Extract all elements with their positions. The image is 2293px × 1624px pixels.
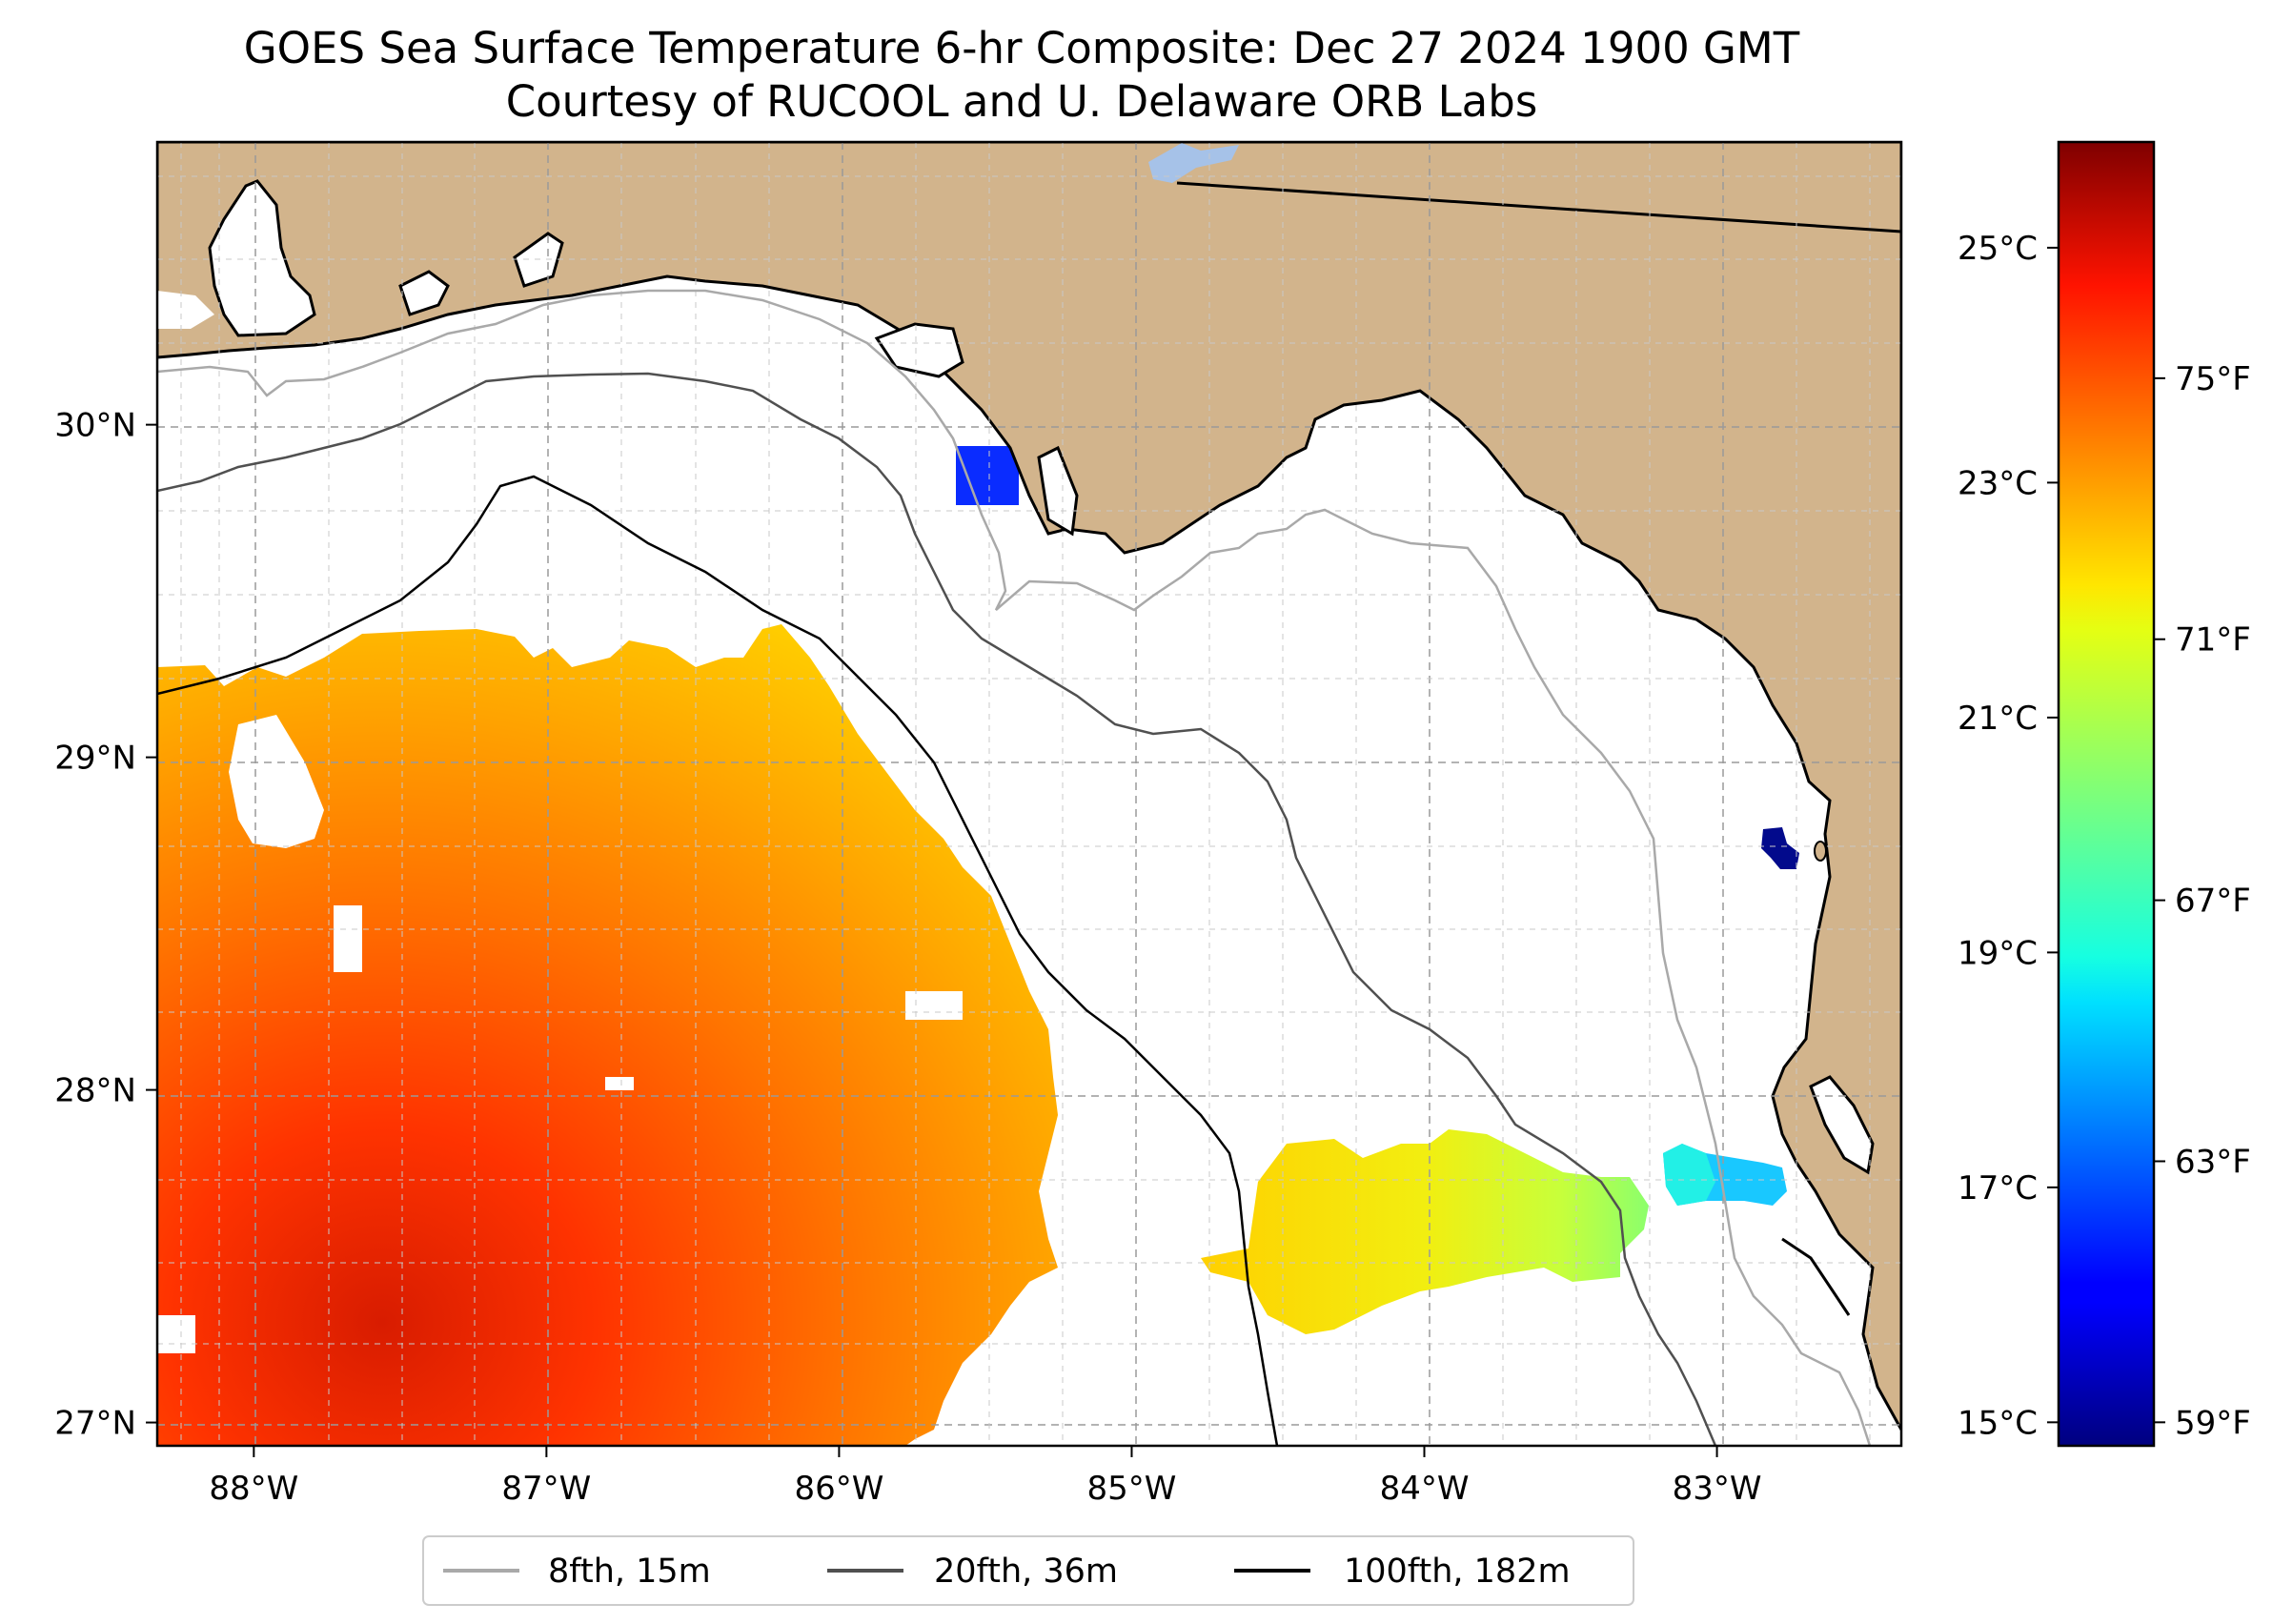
sst-gap-3 bbox=[157, 1315, 195, 1353]
lat-tick-label: 28°N bbox=[54, 1072, 136, 1110]
fahrenheit-tick-label: 59°F bbox=[2175, 1404, 2251, 1442]
state-border bbox=[1176, 181, 1901, 233]
map-subtitle: Courtesy of RUCOOL and U. Delaware ORB L… bbox=[506, 76, 1538, 127]
isobath-100fth bbox=[157, 475, 1279, 1446]
map-area bbox=[157, 142, 1901, 1446]
celsius-tick-label: 17°C bbox=[1958, 1169, 2038, 1208]
legend-label-8fth: 8fth, 15m bbox=[548, 1553, 711, 1591]
legend-label-20fth: 20fth, 36m bbox=[934, 1553, 1118, 1591]
celsius-tick-label: 25°C bbox=[1958, 230, 2038, 268]
fahrenheit-tick-label: 63°F bbox=[2175, 1143, 2251, 1181]
fahrenheit-tick-label: 71°F bbox=[2175, 621, 2251, 660]
celsius-tick-label: 15°C bbox=[1958, 1404, 2038, 1442]
sst-gap-1 bbox=[334, 905, 362, 972]
map-title: GOES Sea Surface Temperature 6-hr Compos… bbox=[244, 23, 1800, 73]
lon-tick-label: 88°W bbox=[209, 1470, 298, 1508]
lat-tick-label: 29°N bbox=[54, 740, 136, 778]
minor-gridlines bbox=[157, 142, 1901, 1446]
gridlines bbox=[157, 142, 1901, 1446]
apalachicola-bay bbox=[1037, 445, 1079, 537]
sst-gap-4 bbox=[605, 1077, 634, 1090]
tampa-bay bbox=[1809, 1075, 1875, 1175]
lon-tick-label: 86°W bbox=[794, 1470, 883, 1508]
sst-darkblue-patch bbox=[1761, 827, 1799, 869]
isobath-legend: 8fth, 15m 20fth, 36m 100fth, 182m bbox=[422, 1535, 1634, 1606]
celsius-tick-label: 19°C bbox=[1958, 934, 2038, 972]
sst-gap-north bbox=[229, 715, 324, 848]
colorbar-celsius-axis: 15°C 17°C 19°C 21°C 23°C 25°C bbox=[1958, 230, 2059, 1442]
colorbar: 15°C 17°C 19°C 21°C 23°C 25°C 59°F 63°F 67°F 71°… bbox=[1958, 140, 2251, 1448]
sst-blue-patch bbox=[956, 446, 1019, 505]
fahrenheit-tick-label: 75°F bbox=[2175, 360, 2251, 398]
cedar-key-island bbox=[1814, 841, 1827, 862]
lon-tick-label: 87°W bbox=[501, 1470, 591, 1508]
legend-frame bbox=[422, 1535, 1634, 1606]
land-north bbox=[157, 142, 1901, 1433]
sst-cyan-west bbox=[1663, 1144, 1715, 1206]
sst-warm-region bbox=[157, 624, 1058, 1446]
fahrenheit-tick-label: 67°F bbox=[2175, 883, 2251, 921]
colorbar-fahrenheit-axis: 59°F 63°F 67°F 71°F 75°F bbox=[2154, 360, 2251, 1442]
celsius-tick-label: 23°C bbox=[1958, 464, 2038, 502]
lon-tick-label: 84°W bbox=[1380, 1470, 1470, 1508]
coast-keys bbox=[1781, 1237, 1851, 1316]
lon-tick-label: 85°W bbox=[1087, 1470, 1177, 1508]
colorbar-gradient bbox=[2057, 140, 2156, 1448]
coast-west-water bbox=[157, 291, 214, 329]
sst-east-patch bbox=[1201, 1129, 1649, 1334]
legend-label-100fth: 100fth, 182m bbox=[1344, 1553, 1571, 1591]
mobile-bay bbox=[208, 179, 316, 337]
longitude-axis: 88°W 87°W 86°W 85°W 84°W 83°W bbox=[209, 1446, 1762, 1508]
celsius-tick-label: 21°C bbox=[1958, 700, 2038, 738]
sst-gap-2 bbox=[905, 991, 963, 1020]
lat-tick-label: 30°N bbox=[54, 407, 136, 445]
lat-tick-label: 27°N bbox=[54, 1405, 136, 1443]
pensacola-bay bbox=[398, 270, 450, 316]
isobath-8fth bbox=[157, 289, 1872, 1446]
lon-tick-label: 83°W bbox=[1673, 1470, 1762, 1508]
isobath-20fth bbox=[157, 372, 1717, 1446]
latitude-axis: 27°N 28°N 29°N 30°N bbox=[54, 407, 157, 1443]
map-frame bbox=[155, 140, 1903, 1448]
inland-lake bbox=[1148, 143, 1239, 183]
